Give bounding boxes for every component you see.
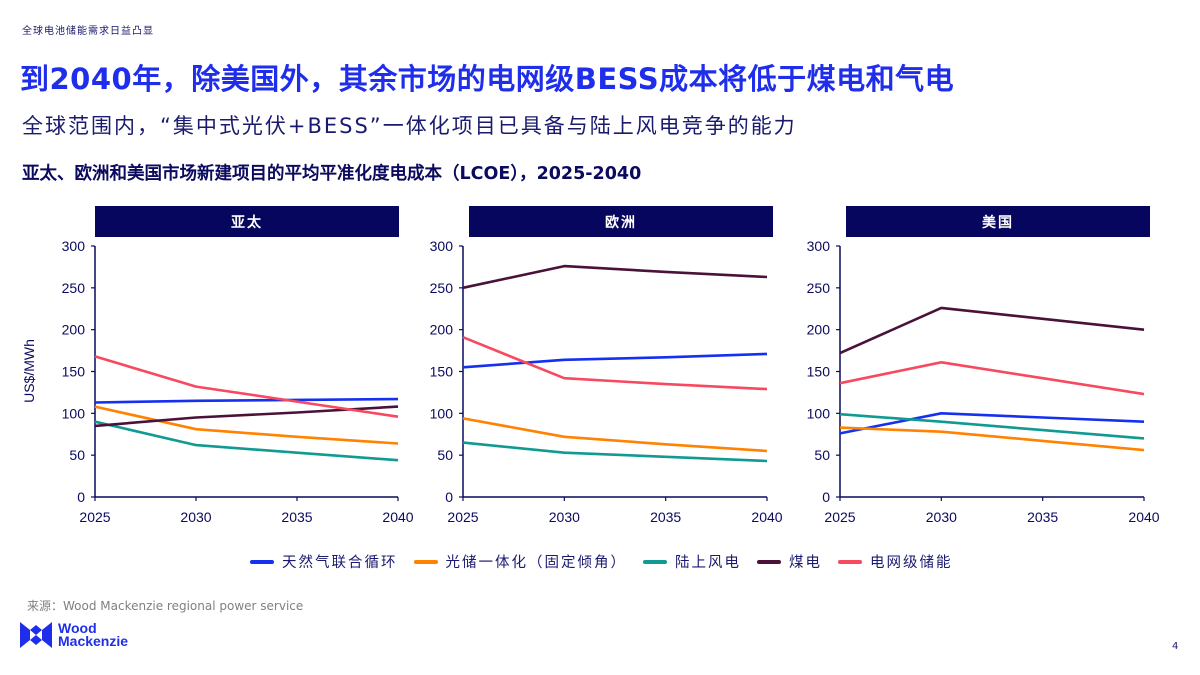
series-line-solar-bess xyxy=(839,426,1145,452)
x-tick-label: 2025 xyxy=(79,509,110,525)
x-tick-label: 2035 xyxy=(1027,509,1058,525)
x-tick-label: 2025 xyxy=(447,509,478,525)
wood-mackenzie-logo-icon xyxy=(20,622,52,648)
y-tick-label: 50 xyxy=(69,447,85,463)
y-tick-label: 200 xyxy=(430,322,454,338)
x-tick-label: 2040 xyxy=(751,509,782,525)
x-tick-label: 2030 xyxy=(180,509,211,525)
legend-swatch xyxy=(250,559,274,564)
legend-label: 天然气联合循环 xyxy=(282,555,398,571)
series-line-gas xyxy=(94,397,399,404)
y-tick-label: 0 xyxy=(822,489,830,505)
legend-swatch xyxy=(838,559,862,564)
y-tick-label: 300 xyxy=(807,238,831,254)
series-line-wind xyxy=(94,420,399,462)
legend-item-coal: 煤电 xyxy=(757,551,822,572)
y-tick-label: 0 xyxy=(77,489,85,505)
legend-swatch xyxy=(757,559,781,564)
x-tick-label: 2040 xyxy=(382,509,413,525)
chart-panel-apac: 0 50 100 150 200 250 300 2025 2030 2035 2040 xyxy=(62,238,414,525)
y-tick-label: 250 xyxy=(807,280,831,296)
page-subhead: 全球范围内，“集中式光伏+BESS”一体化项目已具备与陆上风电竞争的能力 xyxy=(22,114,797,138)
series-line-solar-bess xyxy=(94,405,399,445)
y-tick-label: 300 xyxy=(62,238,86,254)
series-line-grid-bess xyxy=(94,355,399,418)
series-line-wind xyxy=(839,412,1145,440)
logo-text-line2: Mackenzie xyxy=(58,633,129,649)
chart-legend: 天然气联合循环 光储一体化（固定倾角） 陆上风电 煤电 电网级储能 xyxy=(250,551,969,572)
y-tick-label: 0 xyxy=(445,489,453,505)
legend-label: 陆上风电 xyxy=(675,555,741,571)
series-line-gas xyxy=(462,352,768,369)
panel-title-usa: 美国 xyxy=(982,214,1014,231)
series-line-solar-bess xyxy=(462,417,768,453)
legend-item-gas: 天然气联合循环 xyxy=(250,551,398,572)
x-tick-label: 2035 xyxy=(650,509,681,525)
legend-item-wind: 陆上风电 xyxy=(643,551,741,572)
y-tick-label: 250 xyxy=(62,280,86,296)
series-line-coal xyxy=(839,306,1145,355)
page-number: 4 xyxy=(1172,641,1179,652)
y-tick-label: 100 xyxy=(807,405,831,421)
series-line-grid-bess xyxy=(462,335,768,391)
panel-title-apac: 亚太 xyxy=(231,214,263,231)
legend-item-grid-bess: 电网级储能 xyxy=(838,551,953,572)
panel-header-apac: 亚太 xyxy=(95,206,399,237)
panel-title-europe: 欧洲 xyxy=(605,214,637,231)
y-tick-label: 300 xyxy=(430,238,454,254)
series-line-wind xyxy=(462,441,768,463)
legend-swatch xyxy=(643,559,667,564)
y-axis-label: US$/MWh xyxy=(21,339,37,403)
section-kicker: 全球电池储能需求日益凸显 xyxy=(22,26,154,37)
legend-swatch xyxy=(413,559,438,564)
x-tick-label: 2035 xyxy=(281,509,312,525)
y-tick-label: 50 xyxy=(814,447,830,463)
legend-label: 电网级储能 xyxy=(870,555,953,571)
y-tick-label: 200 xyxy=(807,322,831,338)
panel-header-europe: 欧洲 xyxy=(469,206,773,237)
y-tick-label: 150 xyxy=(62,364,86,380)
y-tick-label: 200 xyxy=(62,322,86,338)
panel-header-usa: 美国 xyxy=(846,206,1150,237)
chart-title: 亚太、欧洲和美国市场新建项目的平均平准化度电成本（LCOE），2025-2040 xyxy=(22,164,642,184)
y-tick-label: 100 xyxy=(430,405,454,421)
chart-panel-europe: 0 50 100 150 200 250 300 2025 2030 2035 2040 xyxy=(430,238,783,525)
company-logo: Wood Mackenzie xyxy=(20,620,129,649)
y-tick-label: 100 xyxy=(62,405,86,421)
x-tick-label: 2025 xyxy=(824,509,855,525)
source-note: 来源：Wood Mackenzie regional power service xyxy=(27,599,304,613)
y-tick-label: 150 xyxy=(430,364,454,380)
chart-panel-usa: 0 50 100 150 200 250 300 2025 2030 2035 2040 xyxy=(807,238,1160,525)
logo-text-line1: Wood xyxy=(58,620,97,636)
y-tick-label: 50 xyxy=(437,447,453,463)
x-tick-label: 2030 xyxy=(926,509,957,525)
y-tick-label: 150 xyxy=(807,364,831,380)
page-headline: 到2040年，除美国外，其余市场的电网级BESS成本将低于煤电和气电 xyxy=(20,62,955,96)
legend-label: 煤电 xyxy=(789,555,822,571)
legend-label: 光储一体化（固定倾角） xyxy=(445,555,627,571)
legend-item-solar-bess: 光储一体化（固定倾角） xyxy=(413,551,628,572)
series-line-coal xyxy=(462,264,768,290)
x-tick-label: 2030 xyxy=(549,509,580,525)
series-line-grid-bess xyxy=(839,360,1145,396)
series-line-gas xyxy=(839,411,1145,435)
x-tick-label: 2040 xyxy=(1128,509,1159,525)
y-tick-label: 250 xyxy=(430,280,454,296)
